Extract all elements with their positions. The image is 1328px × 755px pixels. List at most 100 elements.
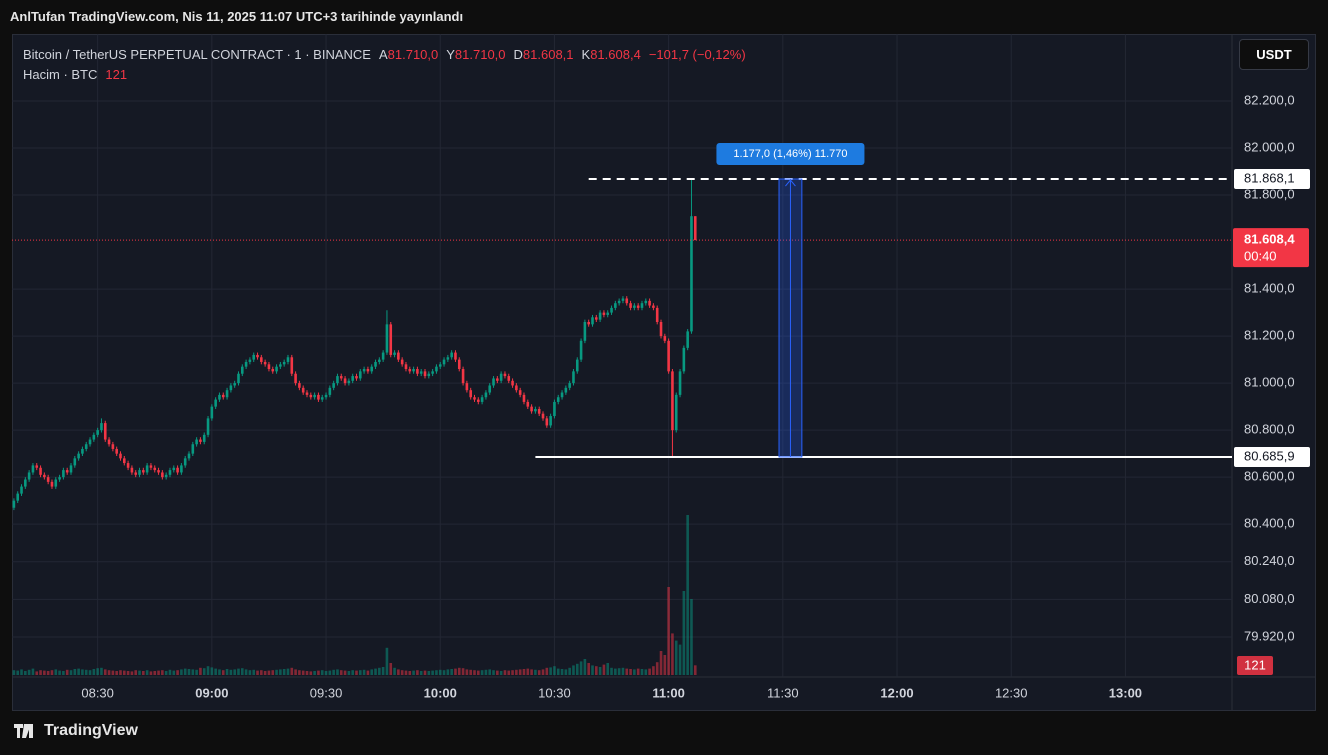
candle-body: [385, 324, 389, 353]
candle-body: [206, 418, 210, 435]
candle-body: [522, 394, 526, 402]
candle-body: [602, 312, 606, 315]
volume-bar: [560, 669, 564, 675]
volume-bar: [309, 671, 313, 675]
candle-body: [62, 470, 65, 478]
volume-bar: [115, 671, 118, 675]
candle-body: [263, 361, 267, 365]
volume-layer: [12, 515, 697, 675]
volume-bar: [461, 668, 465, 675]
candle-body: [591, 317, 594, 325]
candle-body: [499, 373, 503, 381]
volume-bar: [625, 668, 629, 675]
volume-bar: [39, 670, 42, 675]
volume-bar: [324, 671, 328, 675]
volume-bar: [20, 669, 23, 675]
candle-body: [142, 470, 145, 473]
ohlc-value: 81.710,0: [387, 47, 439, 62]
volume-bar: [636, 668, 640, 675]
candle-body: [214, 399, 217, 407]
candle-body: [199, 439, 202, 442]
volume-bar: [229, 669, 233, 675]
ohlc-key: A: [378, 47, 388, 62]
candle-body: [678, 371, 682, 395]
candle-body: [153, 467, 157, 471]
volume-bar: [686, 515, 689, 675]
volume-bar: [271, 670, 275, 675]
volume-bar: [195, 669, 198, 675]
volume-bar: [339, 670, 343, 675]
volume-bar: [598, 667, 602, 675]
x-tick-label: 09:00: [195, 685, 228, 700]
candle-body: [655, 307, 659, 322]
candle-body: [667, 340, 670, 372]
candle-body: [633, 305, 636, 308]
currency-button[interactable]: USDT: [1239, 39, 1309, 70]
volume-bar: [92, 669, 96, 675]
candle-body: [195, 439, 198, 445]
volume-bar: [149, 671, 153, 675]
candle-body: [92, 434, 96, 440]
candle-body: [27, 472, 31, 480]
volume-bar: [145, 670, 149, 675]
candle-body: [625, 298, 629, 304]
candle-body: [526, 401, 530, 407]
measure-tag: [716, 143, 865, 166]
volume-bar: [286, 668, 290, 675]
volume-bar: [191, 669, 195, 675]
x-tick-label: 08:30: [81, 685, 114, 700]
volume-bar: [214, 668, 217, 675]
candle-body: [370, 366, 374, 372]
footer: TradingView: [14, 722, 138, 740]
candle-body: [65, 470, 69, 473]
candle-body: [541, 413, 545, 419]
chart-panel: [12, 34, 1316, 711]
candle-body: [416, 369, 419, 374]
volume-bar: [138, 670, 141, 675]
volume-bar: [328, 670, 332, 675]
volume-bar: [671, 633, 674, 675]
volume-bar: [237, 668, 240, 675]
candle-body: [115, 448, 118, 454]
volume-bar: [674, 640, 678, 675]
candle-body: [492, 378, 495, 386]
ohlc-value: 81.608,4: [590, 47, 641, 62]
candle-body: [134, 472, 138, 475]
measure-label: 1.177,0 (1,46%) 11.770: [733, 148, 847, 160]
candle-body: [457, 359, 461, 370]
candle-body: [39, 467, 42, 475]
candle-body: [393, 352, 396, 355]
candle-body: [644, 300, 648, 304]
ohlc-value: 81.710,0: [454, 47, 506, 62]
volume-bar: [412, 670, 415, 675]
volume-bar: [427, 671, 431, 675]
candle-body: [572, 371, 575, 384]
volume-bar: [408, 671, 412, 675]
x-tick-label: 11:00: [652, 685, 685, 700]
candle-body: [145, 465, 149, 473]
candle-body: [408, 369, 412, 372]
volume-bar: [206, 666, 210, 675]
candle-body: [511, 380, 514, 386]
candle-body: [73, 458, 77, 466]
y-tick-label: 82.200,0: [1244, 92, 1295, 107]
volume-bar: [320, 670, 324, 675]
volume-bar: [374, 668, 377, 675]
candle-body: [176, 467, 179, 473]
candle-body: [122, 458, 126, 464]
candle-body: [290, 357, 294, 374]
candle-body: [355, 376, 358, 379]
volume-bar: [107, 670, 111, 675]
candle-body: [252, 354, 256, 360]
volume-bar: [73, 669, 77, 675]
volume-bar: [499, 671, 503, 675]
candle-body: [473, 397, 476, 400]
legend: Bitcoin / TetherUS PERPETUAL CONTRACT · …: [23, 45, 746, 85]
candle-body: [31, 465, 35, 473]
volume-bar: [351, 670, 354, 675]
candle-body: [279, 364, 282, 367]
volume-bar: [419, 671, 423, 675]
volume-bar: [640, 669, 644, 675]
